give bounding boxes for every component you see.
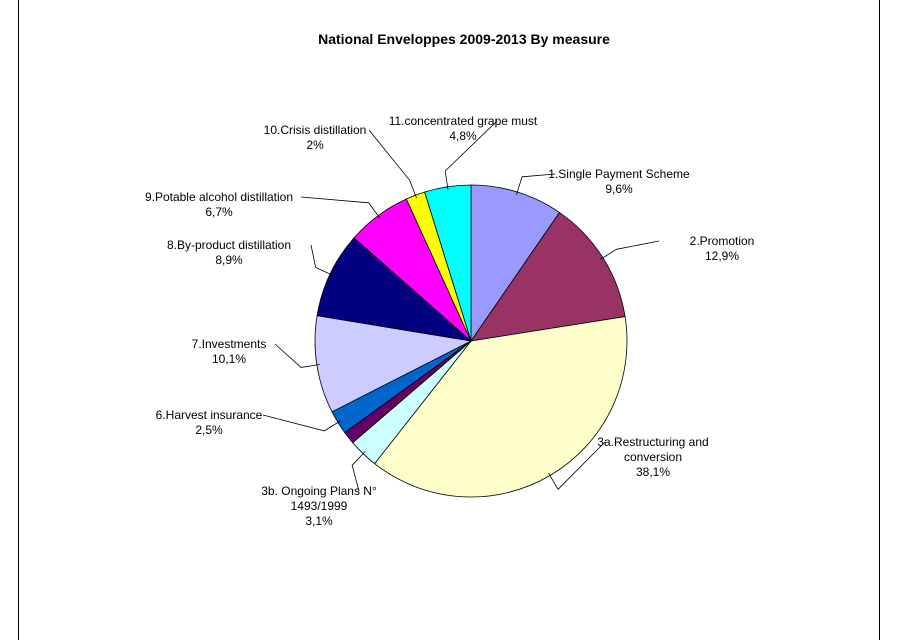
slice-value-label: 2% [306,138,324,152]
slice-label: 7.Investments [192,337,267,351]
pie-chart: National Enveloppes 2009-2013 By measure… [145,31,754,528]
chart-title: National Enveloppes 2009-2013 By measure [318,31,610,47]
leader-line [368,129,417,199]
leader-line [262,414,341,432]
slice-value-label: 12,9% [705,249,739,263]
slice-label: 8.By-product distillation [167,238,291,252]
slice-value-label: 3,1% [305,514,333,528]
slice-value-label: 10,1% [212,352,246,366]
slice-label: 1493/1999 [291,499,348,513]
slice-label: 10.Crisis distillation [264,123,367,137]
slice-value-label: 4,8% [449,129,477,143]
slice-label: 3a.Restructuring and [597,435,708,449]
slice-label: 6.Harvest insurance [156,408,263,422]
slice-value-label: 9,6% [605,182,633,196]
slice-value-label: 2,5% [195,423,223,437]
slice-label: 2.Promotion [690,234,755,248]
slice-label: 11.concentrated grape must [389,114,538,128]
slice-value-label: 6,7% [205,205,233,219]
leader-line [444,120,498,190]
leader-line [274,343,320,368]
leader-line [351,451,366,492]
slice-label: 3b. Ongoing Plans N° [261,484,377,498]
leader-line [548,441,606,490]
slice-value-label: 8,9% [215,253,243,267]
leader-line [516,173,556,196]
slice-value-label: 38,1% [636,465,670,479]
leader-line [600,240,660,260]
pie-slices [314,184,628,498]
slice-label: 9.Potable alcohol distillation [145,190,293,204]
leader-lines [262,120,660,492]
leader-line [310,244,333,276]
slice-label: 1.Single Payment Scheme [548,167,690,181]
chart-area: National Enveloppes 2009-2013 By measure… [18,0,880,640]
leader-line [300,196,381,219]
slice-label: conversion [624,450,682,464]
